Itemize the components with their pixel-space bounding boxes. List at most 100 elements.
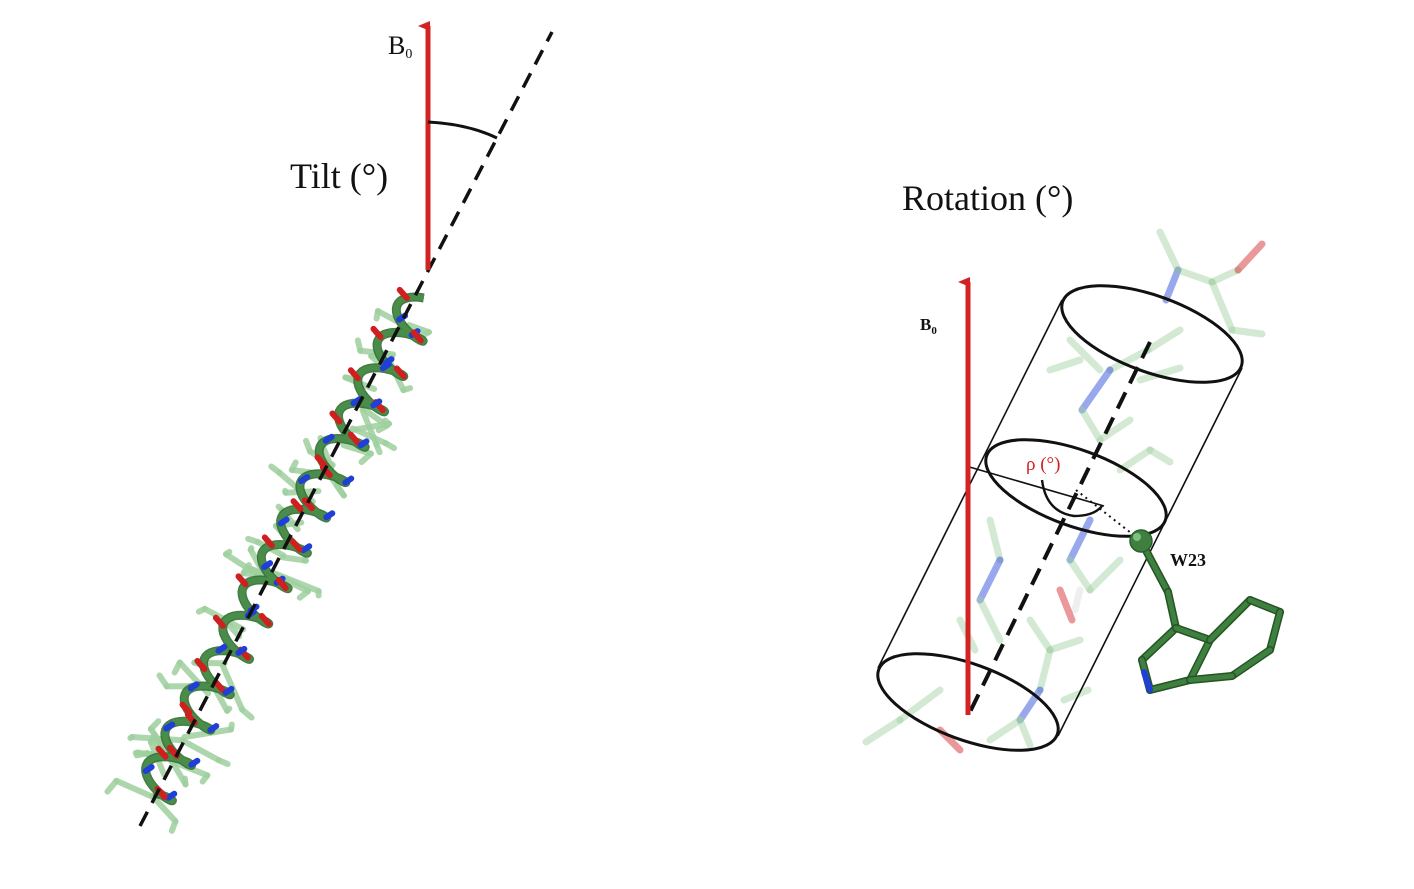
faint-residue-stick bbox=[1228, 326, 1266, 338]
faint-residue-stick bbox=[896, 686, 944, 724]
w23-bond bbox=[1247, 597, 1283, 615]
faint-residue-stick bbox=[1162, 266, 1182, 304]
side-chain-branch bbox=[333, 482, 347, 499]
faint-residue-stick bbox=[1046, 356, 1084, 374]
nitrogen-atom bbox=[298, 474, 311, 485]
faint-residue-stick bbox=[1016, 686, 1044, 724]
w23-bond bbox=[1165, 589, 1179, 631]
nitrogen-atom bbox=[235, 645, 248, 656]
side-chain-branch bbox=[171, 659, 183, 676]
faint-residue-stick bbox=[976, 556, 1004, 604]
faint-residue-stick bbox=[1234, 240, 1266, 274]
left-helix-structure bbox=[104, 286, 432, 834]
nitrogen-atom bbox=[277, 516, 290, 527]
side-chain-branch bbox=[418, 329, 432, 339]
side-chain-branch bbox=[147, 718, 162, 732]
faint-residue-stick bbox=[1208, 266, 1242, 286]
faint-residue-stick bbox=[1144, 326, 1184, 354]
left-field-label-main: B bbox=[388, 31, 405, 60]
w23-alpha-carbon bbox=[1129, 529, 1153, 553]
oxygen-atom bbox=[261, 534, 275, 549]
faint-residue-stick bbox=[1116, 446, 1154, 474]
w23-bond bbox=[1187, 637, 1213, 683]
side-chain bbox=[360, 405, 390, 429]
left-field-label-sub: 0 bbox=[405, 47, 412, 62]
faint-residue-stick bbox=[1146, 446, 1174, 466]
right-field-label-sub: 0 bbox=[931, 325, 937, 337]
faint-residue-stick bbox=[1016, 716, 1034, 749]
right-helix-axis bbox=[968, 341, 1152, 713]
oxygen-atom bbox=[396, 286, 410, 301]
cylinder-bottom-ellipse bbox=[876, 652, 1060, 752]
nitrogen-atom bbox=[222, 685, 235, 696]
faint-residue-stick bbox=[1046, 636, 1084, 654]
oxygen-atom bbox=[179, 701, 193, 716]
side-chain-branch bbox=[147, 731, 158, 746]
faint-residue-stick bbox=[1208, 278, 1236, 334]
oxygen-atom bbox=[289, 538, 303, 553]
tilt-angle-arc bbox=[427, 120, 498, 140]
rho-label: ρ (°) bbox=[1026, 454, 1060, 475]
faint-residue-stick bbox=[1066, 516, 1094, 564]
oxygen-atom bbox=[314, 454, 328, 469]
nitrogen-atom bbox=[350, 396, 363, 407]
oxygen-atom bbox=[393, 365, 407, 380]
nitrogen-atom bbox=[323, 510, 336, 521]
side-chain-branch bbox=[342, 374, 358, 382]
faint-residue-stick bbox=[1096, 416, 1134, 444]
helix-cylinder bbox=[876, 284, 1244, 752]
side-chain-branch bbox=[382, 440, 398, 452]
nitrogen-atom bbox=[215, 643, 228, 654]
w23-bond bbox=[1139, 625, 1179, 663]
nitrogen-atom bbox=[188, 757, 201, 768]
faint-residue-stick bbox=[986, 716, 1024, 744]
oxygen-atom bbox=[194, 657, 208, 672]
side-chain-branch bbox=[245, 535, 261, 546]
oxygen-atom bbox=[235, 573, 249, 588]
side-chain-branch bbox=[168, 818, 179, 834]
faint-residue-stick bbox=[1060, 686, 1092, 704]
faint-residue-stick bbox=[986, 516, 1004, 564]
oxygen-atom bbox=[155, 745, 169, 760]
side-chain-branch bbox=[400, 385, 414, 394]
faint-residue-stick bbox=[976, 596, 1004, 644]
side-chain-branch bbox=[222, 548, 233, 558]
w23-bond bbox=[1147, 677, 1193, 693]
side-chain-branch bbox=[358, 450, 374, 466]
oxygen-atom bbox=[370, 325, 384, 340]
oxygen-atom bbox=[347, 367, 361, 382]
faint-residue-stick bbox=[1078, 406, 1104, 444]
tilt-label: Tilt (°) bbox=[290, 156, 388, 196]
oxygen-atom bbox=[212, 679, 226, 694]
oxygen-atom bbox=[347, 431, 361, 446]
nitrogen-atom bbox=[357, 438, 370, 449]
side-chain-branch bbox=[375, 422, 390, 434]
w23-sidechain bbox=[1137, 537, 1284, 694]
faint-residue-stick bbox=[1174, 266, 1216, 286]
oxygen-atom bbox=[275, 577, 289, 592]
oxygen-atom bbox=[212, 614, 226, 629]
side-chain-branch bbox=[224, 705, 233, 714]
side-chain-branch bbox=[195, 605, 208, 615]
w23-indole-nitrogen bbox=[1141, 669, 1153, 693]
nitrogen-atom bbox=[207, 723, 220, 734]
nitrogen-atom bbox=[163, 721, 176, 732]
right-field-label-main: B bbox=[920, 315, 931, 334]
left-field-label: B0 bbox=[388, 31, 412, 62]
nitrogen-atom bbox=[165, 790, 178, 801]
rho-reference-line bbox=[965, 465, 1105, 507]
right-panel: Rotation (°) B0 ρ (°) W23 bbox=[862, 178, 1284, 754]
side-chain-branch bbox=[354, 337, 364, 354]
side-chain-branch bbox=[227, 721, 235, 733]
side-chain-branch bbox=[288, 459, 299, 473]
side-chain-branch bbox=[239, 706, 255, 721]
nitrogen-atom bbox=[382, 356, 395, 367]
cylinder-top-ellipse bbox=[1060, 284, 1244, 384]
faint-residue-stick bbox=[862, 716, 904, 746]
side-chain-branch bbox=[275, 503, 285, 513]
w23-bond bbox=[1267, 609, 1283, 653]
side-chain-branch bbox=[181, 775, 189, 788]
left-panel: B0 Tilt (°) bbox=[104, 21, 554, 834]
right-helix-faint-structure bbox=[862, 228, 1266, 754]
